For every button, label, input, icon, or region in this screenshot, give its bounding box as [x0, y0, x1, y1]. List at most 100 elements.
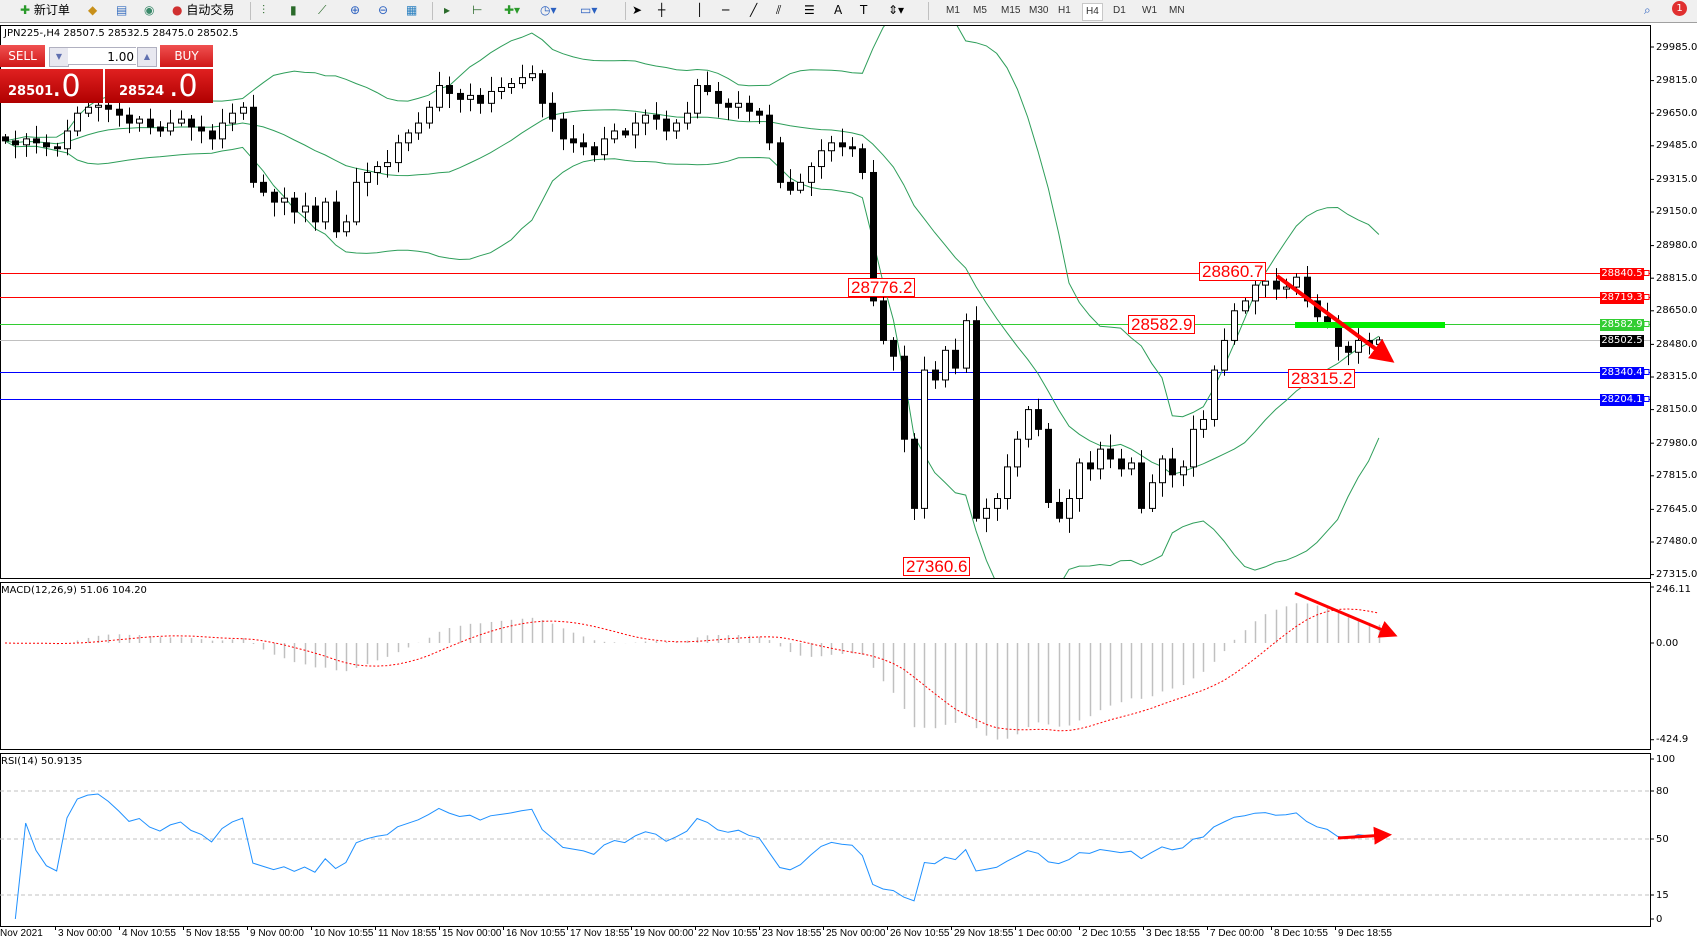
vertical-line-icon[interactable]: │ — [696, 3, 704, 17]
signals-icon[interactable]: ◉ — [144, 3, 155, 17]
rsi-axis-label: 0 — [1656, 913, 1663, 925]
candle-bear — [209, 130, 216, 140]
bar-chart-icon[interactable]: ⫶ — [262, 3, 266, 17]
chart-shift-icon[interactable]: ⊢ — [472, 3, 483, 17]
pane-frame — [0, 582, 1651, 750]
bollinger-middle — [4, 109, 1380, 475]
price-axis-label: 29815.0 — [1656, 75, 1697, 87]
candle-bear — [777, 142, 784, 183]
lot-decrease-button[interactable]: ▼ — [49, 47, 69, 67]
zoom-in-icon[interactable]: ⊕ — [350, 3, 361, 17]
line-chart-icon[interactable]: ⟋ — [318, 3, 327, 17]
price-axis-label: 27980.0 — [1656, 437, 1697, 449]
candle-bear — [839, 142, 846, 148]
lot-input[interactable]: 1.00 — [68, 47, 136, 65]
candle-bull — [1159, 458, 1166, 484]
candlestick-icon[interactable]: ▮ — [290, 3, 297, 17]
candle-bear — [1118, 458, 1125, 470]
candle-bear — [126, 114, 133, 124]
rsi-arrow — [1337, 826, 1392, 845]
auto-scroll-icon[interactable]: ▸ — [444, 3, 451, 17]
candle-bear — [116, 108, 123, 116]
candle-bear — [312, 205, 319, 223]
timeframe-mn[interactable]: MN — [1169, 5, 1185, 16]
buy-price-button[interactable]: 28524 .0 — [105, 69, 213, 103]
new-order-label: 新订单 — [33, 3, 70, 17]
candle-bear — [756, 110, 763, 116]
annotation-level[interactable]: 28776.2 — [848, 278, 916, 297]
text-label-icon[interactable]: T — [860, 3, 868, 17]
candle-bull — [498, 87, 505, 92]
candle-bear — [457, 92, 464, 100]
timeframe-m1[interactable]: M1 — [946, 5, 960, 16]
horizontal-line-icon[interactable]: ─ — [722, 3, 730, 17]
annotation-high[interactable]: 28860.7 — [1199, 262, 1267, 281]
candle-bear — [333, 201, 340, 233]
candle-bull — [1221, 339, 1228, 371]
level-line-handle — [1643, 321, 1650, 327]
price-tag: 28582.9 — [1600, 318, 1644, 331]
candle-bear — [2, 136, 9, 142]
timeframe-h1[interactable]: H1 — [1058, 5, 1071, 16]
candle-bear — [260, 181, 267, 193]
new-order-button[interactable]: ✚ 新订单 — [20, 2, 70, 19]
price-axis-label: 29485.0 — [1656, 140, 1697, 152]
sell-button[interactable]: SELL — [0, 45, 45, 67]
candle-bull — [1293, 276, 1300, 288]
candle-bull — [611, 130, 618, 140]
auto-trading-icon: ● — [172, 3, 183, 17]
time-axis-label: 23 Nov 18:55 — [762, 928, 822, 939]
price-tag: 28502.5 — [1600, 334, 1644, 347]
separator — [625, 2, 626, 20]
candle-bear — [539, 73, 546, 104]
trend-arrow-down — [1275, 274, 1395, 363]
time-axis-label: 7 Dec 00:00 — [1210, 928, 1264, 939]
timeframe-w1[interactable]: W1 — [1142, 5, 1157, 16]
time-axis-label: 29 Nov 18:55 — [954, 928, 1014, 939]
trendline-icon[interactable]: ╱ — [750, 3, 758, 17]
lot-increase-button[interactable]: ▲ — [137, 47, 157, 67]
macd-pane — [4, 591, 1398, 740]
candle-bear — [890, 339, 897, 357]
one-click-trading-panel: SELL ▼ 1.00 ▲ BUY 28501 .0 28524 .0 — [0, 45, 213, 103]
equidistant-channel-icon[interactable]: ⫽ — [776, 3, 782, 17]
templates-icon[interactable]: ▭▾ — [580, 3, 598, 17]
candle-bear — [952, 349, 959, 369]
indicators-icon[interactable]: ✚▾ — [504, 3, 521, 17]
notification-icon[interactable]: 1 — [1672, 1, 1687, 16]
candle-bear — [622, 130, 629, 136]
candle-bull — [426, 106, 433, 124]
timeframe-m15[interactable]: M15 — [1001, 5, 1021, 16]
arrows-icon[interactable]: ⇕▾ — [888, 3, 905, 17]
candle-bull — [405, 132, 412, 144]
periods-icon[interactable]: ◷▾ — [540, 3, 557, 17]
candle-bear — [880, 300, 887, 341]
tile-windows-icon[interactable]: ▦ — [406, 3, 418, 17]
timeframe-m5[interactable]: M5 — [973, 5, 987, 16]
annotation-low-recent[interactable]: 28315.2 — [1288, 369, 1356, 388]
candle-bear — [43, 142, 50, 148]
history-icon[interactable]: ◆ — [88, 3, 98, 17]
timeframe-h4[interactable]: H4 — [1082, 3, 1103, 21]
text-icon[interactable]: A — [834, 3, 843, 17]
crosshair-icon[interactable]: ┼ — [658, 3, 666, 17]
buy-button[interactable]: BUY — [160, 45, 213, 67]
market-watch-icon[interactable]: ▤ — [116, 3, 128, 17]
timeframe-m30[interactable]: M30 — [1029, 5, 1049, 16]
search-icon[interactable]: ⌕ — [1644, 3, 1651, 17]
auto-trading-button[interactable]: ● 自动交易 — [172, 2, 234, 19]
sell-price-button[interactable]: 28501 .0 — [0, 69, 103, 103]
cursor-icon[interactable]: ➤ — [632, 3, 643, 17]
candle-bear — [446, 85, 453, 94]
annotation-support[interactable]: 28582.9 — [1128, 315, 1196, 334]
macd-axis-label: 246.11 — [1656, 583, 1691, 595]
fibonacci-icon[interactable]: ☰ — [804, 3, 815, 17]
candle-bull — [85, 106, 92, 114]
rsi-line — [14, 793, 1379, 920]
timeframe-d1[interactable]: D1 — [1113, 5, 1126, 16]
annotation-low[interactable]: 27360.6 — [903, 557, 971, 576]
rsi-pane — [0, 790, 1650, 920]
candle-bull — [1149, 482, 1156, 509]
zoom-out-icon[interactable]: ⊖ — [378, 3, 389, 17]
